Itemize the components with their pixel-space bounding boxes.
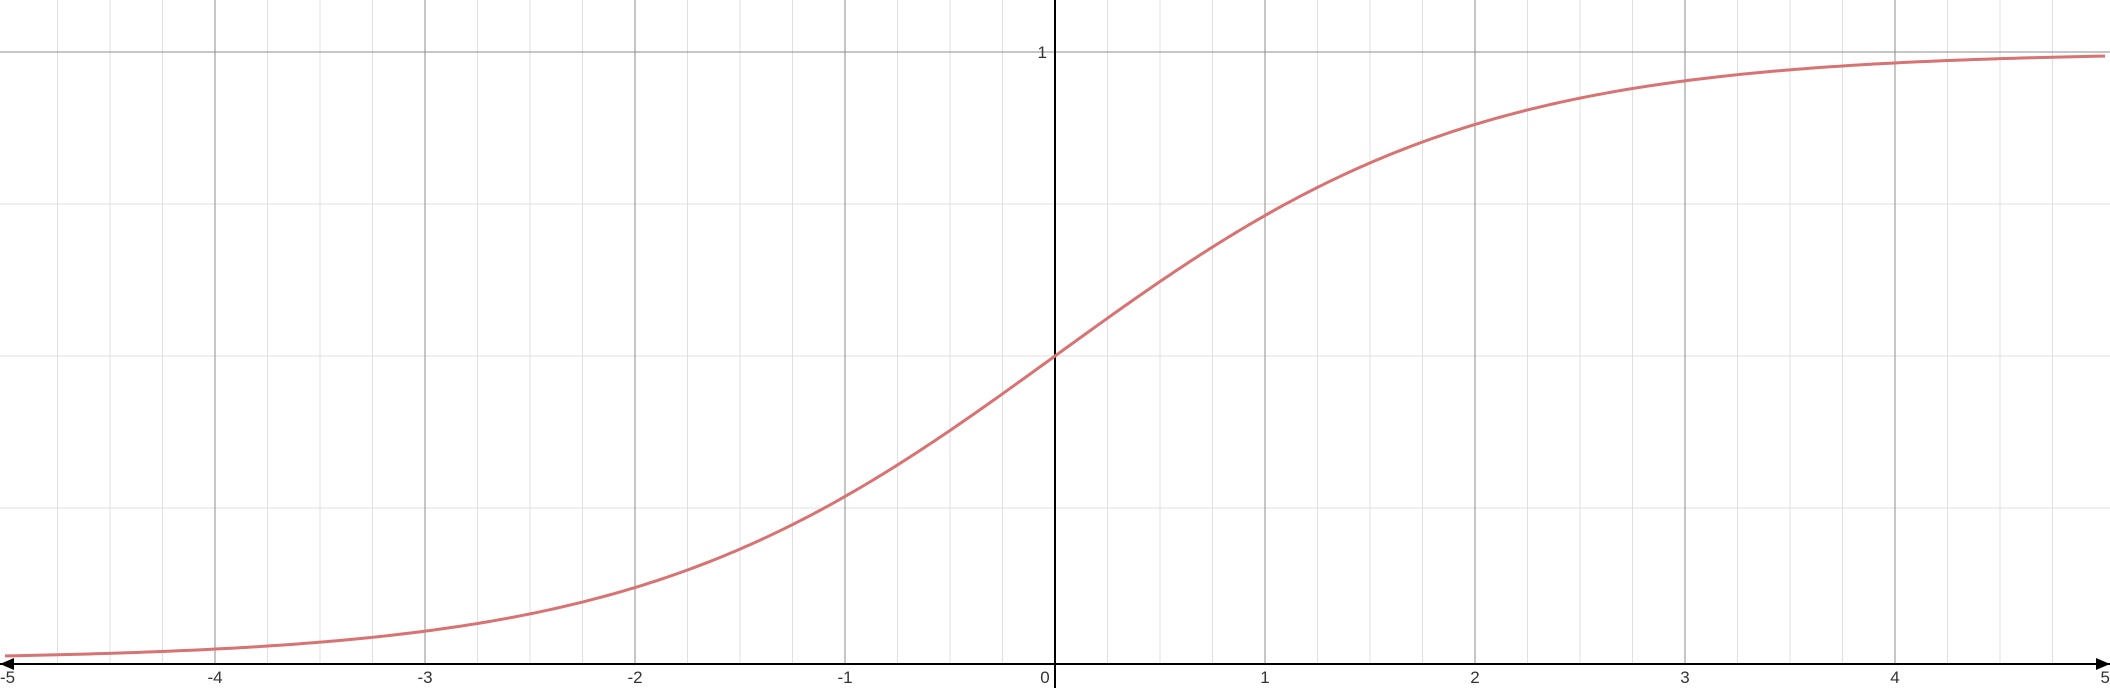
x-tick-label: 5 — [2101, 668, 2110, 687]
x-tick-label: -1 — [837, 668, 852, 687]
series-layer — [4, 54, 2106, 658]
y-tick-label: 1 — [1038, 43, 1047, 62]
x-tick-label: 1 — [1260, 668, 1269, 687]
x-tick-label: 4 — [1890, 668, 1899, 687]
x-tick-label: -2 — [627, 668, 642, 687]
x-axis-right-arrow-icon — [2096, 658, 2110, 670]
x-tick-label: -3 — [417, 668, 432, 687]
x-tick-label: 3 — [1680, 668, 1689, 687]
x-tick-label: -5 — [0, 668, 15, 687]
x-tick-label: 0 — [1040, 668, 1049, 687]
x-axis-left-arrow-icon — [0, 658, 14, 670]
series-line — [4, 54, 2106, 658]
tick-labels: -5 -4 -3 -2 -1 0 1 2 3 4 5 1 — [0, 43, 2110, 687]
major-grid — [0, 0, 2110, 664]
x-tick-label: 2 — [1470, 668, 1479, 687]
x-tick-label: -4 — [207, 668, 222, 687]
